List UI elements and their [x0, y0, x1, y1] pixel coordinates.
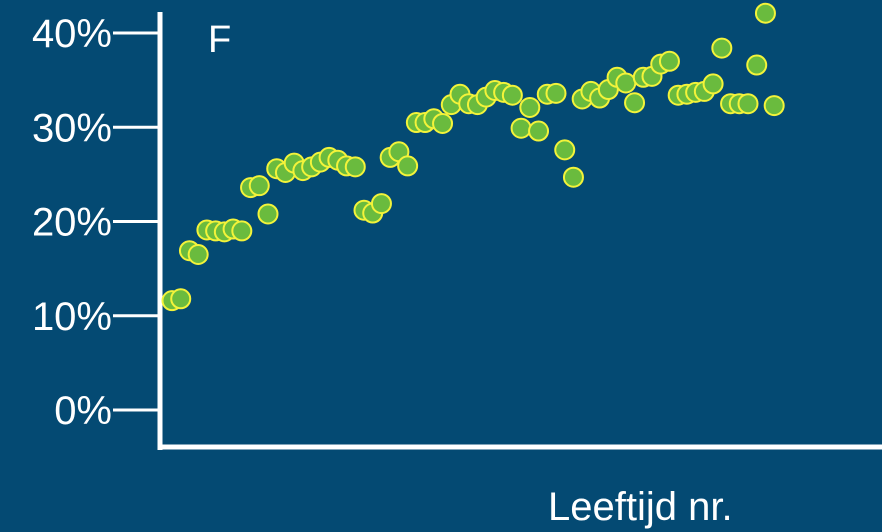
- data-point: [554, 139, 576, 161]
- data-point: [501, 84, 523, 106]
- data-point: [370, 193, 392, 215]
- data-point: [344, 156, 366, 178]
- y-tick-label: 40%: [32, 12, 112, 56]
- data-point: [711, 37, 733, 59]
- data-point: [510, 117, 532, 139]
- panel-label: F: [208, 19, 231, 61]
- data-point: [397, 155, 419, 177]
- data-point: [658, 50, 680, 72]
- data-point: [432, 112, 454, 134]
- data-point: [170, 288, 192, 310]
- data-point: [545, 82, 567, 104]
- y-tick-label: 10%: [32, 295, 112, 339]
- data-points: [161, 2, 785, 312]
- data-point: [763, 95, 785, 117]
- y-tick-label: 20%: [32, 201, 112, 245]
- x-axis-title: Leeftijd nr.: [548, 485, 733, 529]
- data-point: [187, 243, 209, 265]
- data-point: [754, 2, 776, 24]
- data-point: [746, 54, 768, 76]
- data-point: [562, 166, 584, 188]
- data-point: [702, 73, 724, 95]
- y-tick-label: 30%: [32, 106, 112, 150]
- data-point: [231, 220, 253, 242]
- data-point: [248, 175, 270, 197]
- data-point: [624, 92, 646, 114]
- data-point: [519, 96, 541, 118]
- data-point: [528, 120, 550, 142]
- axes: [157, 12, 882, 450]
- y-tick-label: 0%: [54, 389, 112, 433]
- data-point: [615, 72, 637, 94]
- y-ticks: 0% 10% 20% 30% 40%: [32, 12, 160, 433]
- data-point: [737, 93, 759, 115]
- data-point: [257, 203, 279, 225]
